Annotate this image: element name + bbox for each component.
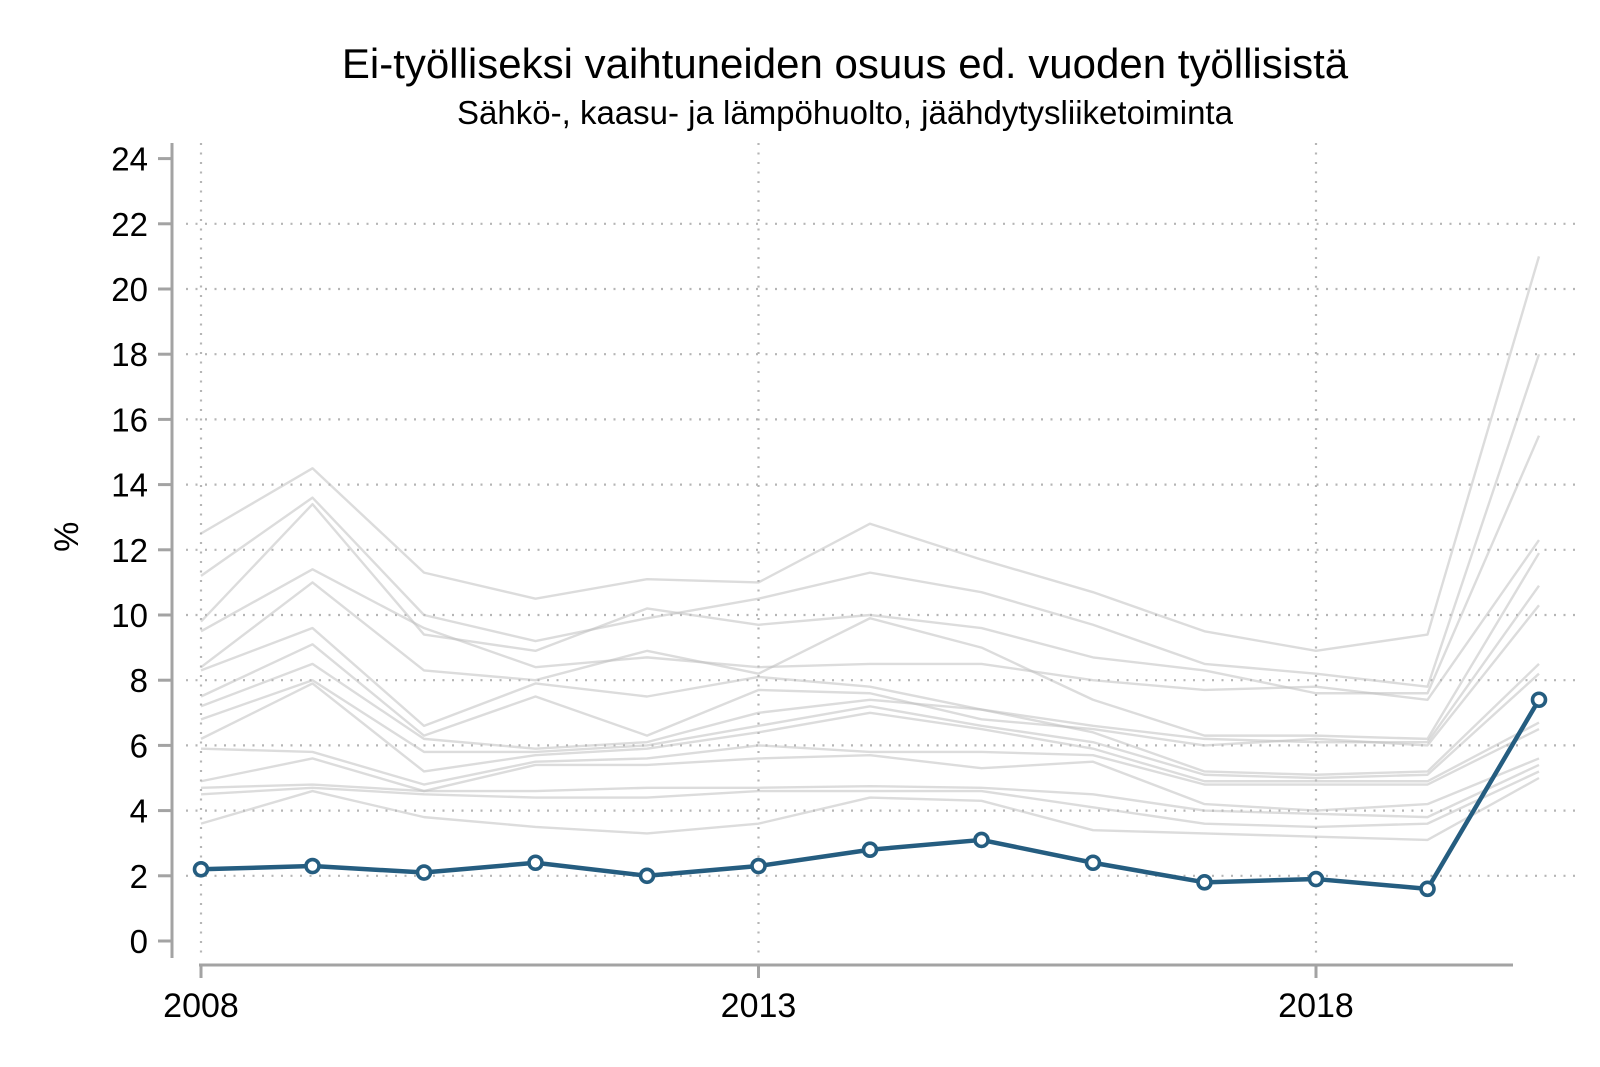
y-tick-label: 6: [130, 727, 148, 764]
y-tick-label: 18: [111, 336, 148, 373]
highlight-series-marker: [415, 864, 433, 881]
highlight-series-marker: [1196, 874, 1213, 891]
background-series-line: [200, 552, 1541, 741]
highlight-series-marker: [638, 867, 656, 885]
highlight-series-marker: [527, 854, 544, 872]
x-tick-label: 2013: [721, 987, 797, 1025]
chart-subtitle: Sähkö-, kaasu- ja lämpöhuolto, jäähdytys…: [457, 94, 1233, 131]
background-series-line: [200, 604, 1540, 747]
background-series-line: [200, 763, 1540, 819]
background-series-line: [200, 728, 1540, 786]
y-tick-label: 24: [111, 141, 148, 178]
highlight-series-marker: [1084, 854, 1102, 872]
highlight-series-marker: [1307, 870, 1325, 888]
y-tick-label: 0: [130, 923, 148, 960]
background-series-line: [200, 672, 1540, 780]
y-tick-label: 12: [111, 532, 148, 569]
background-series-line: [200, 776, 1540, 842]
background-series-line: [200, 753, 1540, 812]
y-tick-label: 16: [111, 401, 148, 438]
highlight-series-line: [200, 698, 1541, 892]
y-tick-label: 22: [111, 206, 148, 243]
background-series-line: [200, 662, 1540, 776]
background-series-line: [200, 539, 1540, 701]
y-tick-label: 2: [130, 858, 148, 895]
background-series-line: [200, 682, 1540, 783]
highlight-series-marker: [1530, 691, 1548, 709]
background-series-line: [200, 353, 1541, 688]
background-series-line: [200, 584, 1540, 744]
x-tick-label: 2018: [1278, 987, 1354, 1025]
y-tick-label: 4: [130, 793, 148, 830]
y-tick-label: 20: [111, 271, 148, 308]
background-series-line: [200, 770, 1540, 829]
y-tick-label: 8: [130, 662, 148, 699]
y-tick-label: 10: [111, 597, 148, 634]
highlight-series-marker: [750, 857, 767, 875]
highlight-series-marker: [861, 841, 879, 859]
highlight-series-marker: [304, 857, 321, 875]
chart-title: Ei-työlliseksi vaihtuneiden osuus ed. vu…: [341, 40, 1349, 87]
background-series-line: [200, 256, 1541, 653]
highlight-series-marker: [1419, 880, 1436, 898]
y-axis-title: %: [48, 522, 86, 552]
y-tick-label: 14: [111, 467, 148, 504]
highlight-series-marker: [192, 860, 210, 878]
background-series-line: [200, 435, 1541, 695]
highlight-series-marker: [973, 831, 990, 849]
x-tick-label: 2008: [163, 987, 239, 1025]
